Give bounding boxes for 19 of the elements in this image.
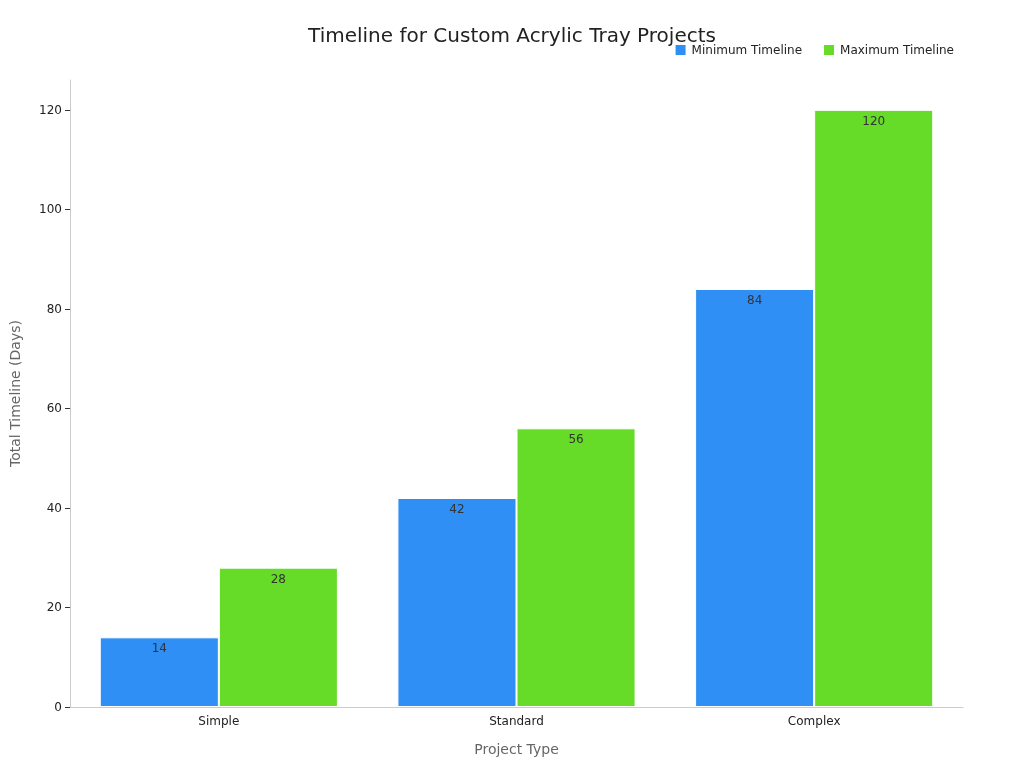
y-tick-label: 40 bbox=[46, 500, 62, 515]
data-label: 14 bbox=[151, 641, 167, 656]
data-label: 120 bbox=[862, 113, 886, 128]
x-axis-title: Project Type bbox=[474, 741, 559, 757]
data-label: 84 bbox=[746, 293, 763, 307]
data-label: 28 bbox=[270, 571, 287, 586]
y-tick-label: 20 bbox=[46, 600, 62, 615]
x-tick-label: Complex bbox=[787, 714, 841, 728]
y-tick-label: 0 bbox=[54, 700, 62, 714]
data-label: 56 bbox=[568, 432, 584, 447]
y-tick-label: 60 bbox=[46, 401, 62, 416]
y-tick-label: 100 bbox=[39, 202, 62, 217]
legend-label: Maximum Timeline bbox=[840, 43, 954, 57]
y-tick-label: 80 bbox=[46, 301, 62, 316]
y-axis-title: Total Timeline (Days) bbox=[7, 320, 23, 468]
x-tick-label: Standard bbox=[489, 714, 544, 728]
y-tick-label: 120 bbox=[39, 102, 62, 117]
data-label: 42 bbox=[449, 502, 465, 516]
x-tick-label: Simple bbox=[198, 714, 240, 728]
